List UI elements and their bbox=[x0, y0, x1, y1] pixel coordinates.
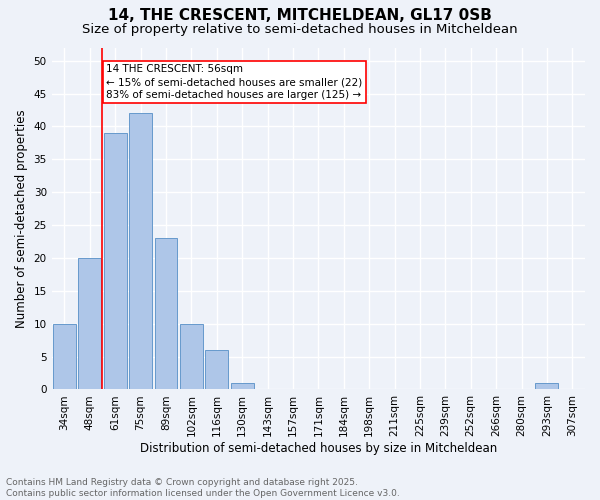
Y-axis label: Number of semi-detached properties: Number of semi-detached properties bbox=[15, 109, 28, 328]
Text: Size of property relative to semi-detached houses in Mitcheldean: Size of property relative to semi-detach… bbox=[82, 22, 518, 36]
Text: Contains HM Land Registry data © Crown copyright and database right 2025.
Contai: Contains HM Land Registry data © Crown c… bbox=[6, 478, 400, 498]
Bar bbox=[79, 258, 101, 390]
Bar bbox=[155, 238, 178, 390]
Bar bbox=[205, 350, 228, 390]
X-axis label: Distribution of semi-detached houses by size in Mitcheldean: Distribution of semi-detached houses by … bbox=[140, 442, 497, 455]
Bar bbox=[231, 383, 254, 390]
Bar bbox=[129, 114, 152, 390]
Text: 14, THE CRESCENT, MITCHELDEAN, GL17 0SB: 14, THE CRESCENT, MITCHELDEAN, GL17 0SB bbox=[108, 8, 492, 22]
Bar bbox=[104, 133, 127, 390]
Text: 14 THE CRESCENT: 56sqm
← 15% of semi-detached houses are smaller (22)
83% of sem: 14 THE CRESCENT: 56sqm ← 15% of semi-det… bbox=[106, 64, 362, 100]
Bar bbox=[535, 383, 559, 390]
Bar bbox=[180, 324, 203, 390]
Bar bbox=[53, 324, 76, 390]
